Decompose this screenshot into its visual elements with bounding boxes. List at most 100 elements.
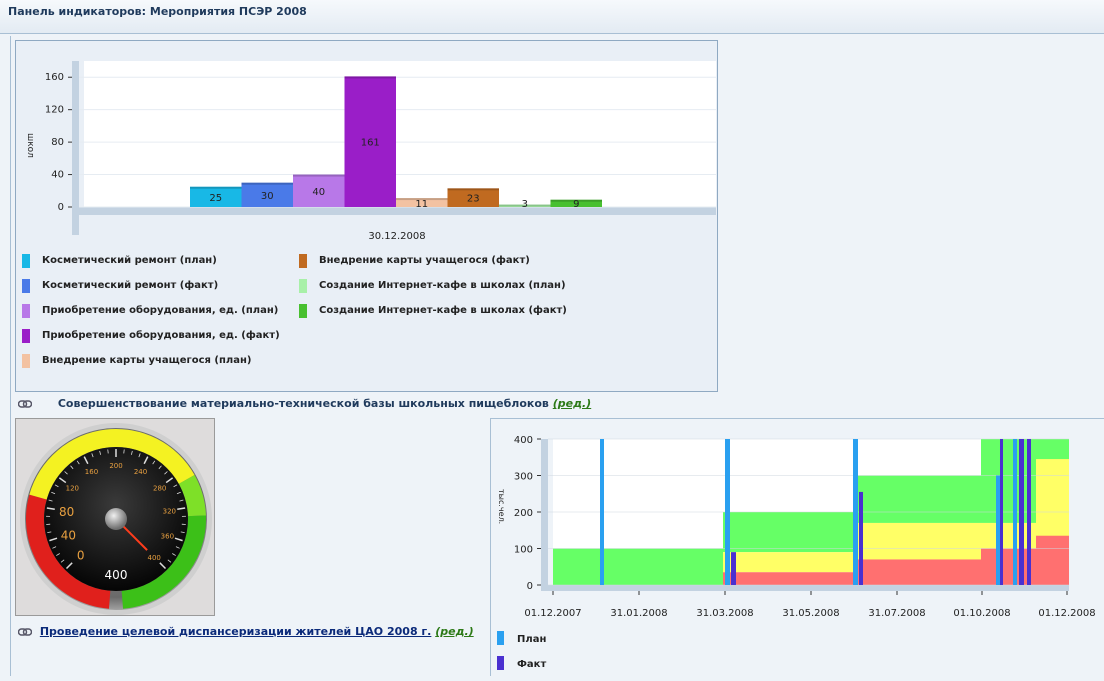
legend-swatch: [22, 329, 30, 343]
ts-marker: [996, 476, 1000, 586]
indicator-title-1: Совершенствование материально-техническо…: [58, 397, 549, 410]
legend-label: Внедрение карты учащегося (план): [42, 355, 251, 366]
ts-zone-green: [723, 512, 853, 552]
speedometer-gauge: 040 80 120 160 200 240 280 320 360 400 400: [16, 419, 214, 615]
bar-y-tick-label: 0: [58, 202, 64, 213]
legend-label: Приобретение оборудования, ед. (факт): [42, 330, 280, 341]
ts-marker: [1027, 439, 1031, 585]
legend-swatch: [22, 354, 30, 368]
gauge-scale-label: 80: [59, 505, 74, 519]
ts-x-tick-label: 31.07.2008: [868, 608, 925, 619]
ts-x-tick-label: 31.01.2008: [610, 608, 667, 619]
indicator-title-2[interactable]: Проведение целевой диспансеризации жител…: [40, 625, 432, 638]
bar-data-label: 9: [573, 199, 579, 210]
ts-zone-green: [853, 476, 981, 523]
gauge-scale-label: 200: [109, 462, 122, 470]
bar-top-edge: [242, 183, 294, 185]
legend-swatch: [22, 254, 30, 268]
ts-zone-red: [723, 572, 853, 585]
bar-top-edge: [448, 188, 500, 190]
bar-plot-area: [84, 61, 716, 215]
legend-label: Косметический ремонт (план): [42, 255, 217, 266]
ts-zone-yellow: [1036, 459, 1069, 536]
bar-y-axis-label: школ: [25, 133, 35, 158]
ts-marker: [600, 439, 604, 585]
bar-data-label: 3: [522, 199, 528, 210]
legend-label: Создание Интернет-кафе в школах (план): [319, 280, 566, 291]
ts-legend-swatch-plan: [497, 631, 504, 645]
gauge-scale-label: 280: [153, 484, 166, 492]
bar-data-label: 23: [467, 194, 480, 205]
ts-y-axis-label: тыс.чел.: [497, 489, 506, 524]
ts-y-axis-band: [541, 439, 548, 591]
edit-link-2[interactable]: (ред.): [435, 625, 473, 638]
ts-marker: [1013, 439, 1017, 585]
edit-link-1[interactable]: (ред.): [553, 397, 591, 410]
legend-label: Косметический ремонт (факт): [42, 280, 218, 291]
bar-top-edge: [345, 76, 397, 78]
ts-legend-label-fact: Факт: [517, 659, 546, 670]
ts-x-tick-label: 31.05.2008: [782, 608, 839, 619]
ts-zone-yellow: [723, 552, 853, 572]
bar-x-tick-label: 30.12.2008: [368, 231, 425, 242]
ts-zone-red: [853, 559, 981, 585]
gauge-value-readout: 400: [105, 568, 128, 582]
legend-label: Приобретение оборудования, ед. (план): [42, 305, 278, 316]
gauge-scale-label: 360: [161, 533, 174, 541]
ts-marker: [725, 439, 730, 585]
indicator-link-row-1: Совершенствование материально-техническо…: [18, 397, 591, 410]
ts-y-tick-label: 300: [514, 472, 533, 483]
bar-top-edge: [293, 175, 345, 177]
ts-x-tick-label: 01.10.2008: [953, 608, 1010, 619]
ts-marker: [1019, 439, 1024, 585]
ts-marker: [731, 552, 736, 585]
bar-top-edge: [190, 187, 242, 189]
bar-data-label: 11: [415, 199, 428, 210]
gauge-scale-label: 40: [61, 528, 76, 542]
gauge-scale-label: 0: [77, 548, 85, 562]
gauge-scale-label: 240: [134, 468, 147, 476]
legend-swatch: [22, 279, 30, 293]
ts-zone-green: [553, 549, 723, 586]
ts-y-tick-label: 100: [514, 545, 533, 556]
legend-swatch: [299, 304, 307, 318]
ts-y-tick-label: 200: [514, 508, 533, 519]
ts-legend-swatch-fact: [497, 656, 504, 670]
ts-zone-green: [1036, 439, 1069, 459]
ts-floor-band: [541, 585, 1069, 591]
ts-zone-yellow: [853, 523, 981, 560]
bar-data-label: 25: [209, 193, 222, 204]
ts-marker: [853, 439, 858, 585]
ts-y-tick-label: 0: [527, 581, 533, 592]
ts-marker: [1000, 439, 1003, 585]
page-title: Панель индикаторов: Мероприятия ПСЭР 200…: [8, 5, 307, 18]
legend-label: Внедрение карты учащегося (факт): [319, 255, 530, 266]
chain-link-icon: [18, 628, 32, 636]
legend-label: Создание Интернет-кафе в школах (факт): [319, 305, 567, 316]
gauge-scale-label: 400: [147, 554, 160, 562]
ts-legend-label-plan: План: [517, 634, 546, 645]
legend-swatch: [22, 304, 30, 318]
bar-y-tick-label: 120: [45, 105, 64, 116]
gauge-scale-label: 120: [66, 484, 79, 492]
bar-data-label: 30: [261, 191, 274, 202]
bar-data-label: 40: [312, 187, 325, 198]
ts-zone-red: [1036, 536, 1069, 585]
bar-data-label: 161: [361, 138, 380, 149]
gauge-scale-label: 320: [163, 508, 176, 516]
bar-y-tick-label: 80: [51, 137, 64, 148]
chain-link-icon: [18, 400, 32, 408]
bar-y-tick-label: 160: [45, 72, 64, 83]
ts-y-tick-label: 400: [514, 435, 533, 446]
ts-marker: [859, 492, 863, 585]
gauge-scale-label: 160: [85, 468, 98, 476]
legend-swatch: [299, 254, 307, 268]
page-header: Панель индикаторов: Мероприятия ПСЭР 200…: [0, 0, 1104, 34]
ts-x-tick-label: 31.03.2008: [696, 608, 753, 619]
ts-x-tick-label: 01.12.2008: [1038, 608, 1095, 619]
